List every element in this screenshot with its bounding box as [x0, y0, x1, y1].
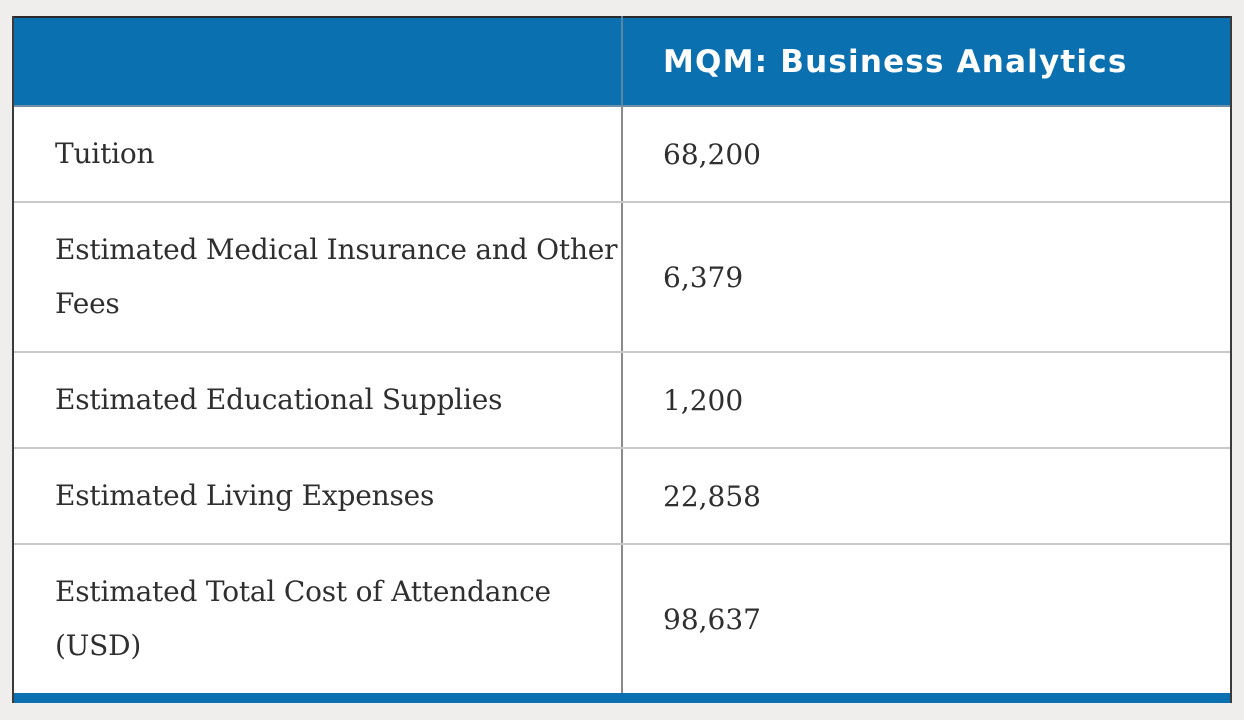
table-row-tuition: Tuition 68,200 — [14, 106, 1230, 203]
row-label: Tuition — [14, 106, 623, 203]
row-value: 6,379 — [622, 202, 1230, 353]
cost-of-attendance-table: MQM: Business Analytics Tuition 68,200 E… — [14, 16, 1230, 693]
table-row-living: Estimated Living Expenses 22,858 — [14, 448, 1230, 545]
row-value: 98,637 — [663, 602, 761, 636]
program-title: MQM: Business Analytics — [663, 43, 1128, 80]
table-row-total: Estimated Total Cost of Attendance (USD)… — [14, 544, 1230, 693]
table-header-row: MQM: Business Analytics — [14, 16, 1230, 107]
row-label: Estimated Living Expenses — [14, 448, 623, 545]
header-cell-empty — [14, 16, 623, 107]
row-value: 22,858 — [622, 448, 1230, 545]
cost-table: MQM: Business Analytics Tuition 68,200 E… — [12, 16, 1232, 703]
row-value: 68,200 — [622, 106, 1230, 203]
row-label: Estimated Medical Insurance and Other Fe… — [14, 202, 623, 353]
header-cell-program: MQM: Business Analytics — [622, 16, 1230, 107]
table-bottom-bar — [14, 693, 1230, 703]
row-label: Estimated Educational Supplies — [14, 352, 623, 449]
row-value: 1,200 — [622, 352, 1230, 449]
row-label: Estimated Total Cost of Attendance (USD) — [14, 544, 623, 693]
table-row-supplies: Estimated Educational Supplies 1,200 — [14, 352, 1230, 449]
table-row-medical: Estimated Medical Insurance and Other Fe… — [14, 202, 1230, 353]
